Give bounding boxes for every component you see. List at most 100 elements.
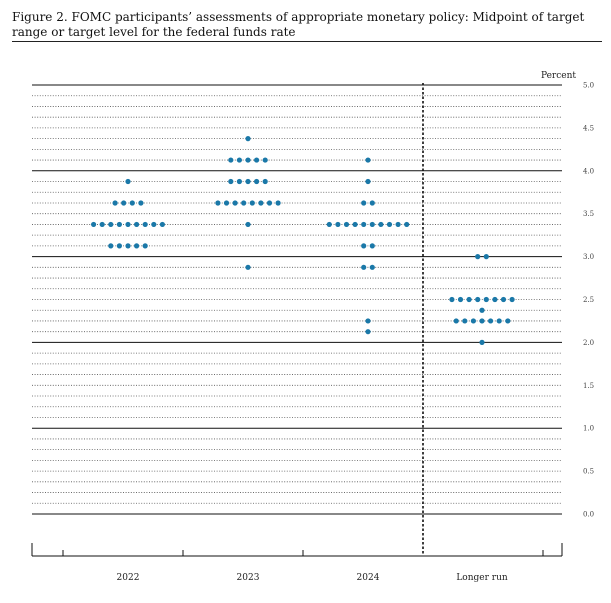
participant-dot [488, 318, 494, 324]
participant-dot [245, 157, 251, 163]
participant-dot [492, 296, 498, 303]
participant-dot [236, 157, 242, 163]
participant-dot [249, 200, 255, 206]
participant-dot [335, 221, 341, 228]
participant-dot [395, 221, 401, 228]
gridlines [32, 84, 562, 515]
participant-dot [121, 200, 127, 206]
participant-dot [232, 200, 238, 206]
participant-dot [262, 157, 268, 163]
title-rule [12, 41, 602, 42]
participant-dot [361, 243, 367, 249]
y-tick-label: 2.5 [583, 296, 594, 304]
participant-dot [369, 200, 375, 206]
y-tick-label: 2.0 [583, 339, 594, 347]
participant-dot [142, 243, 148, 249]
y-tick-label: 3.5 [583, 210, 594, 218]
participant-dot [134, 243, 140, 249]
participant-dot [361, 200, 367, 206]
participant-dot [505, 318, 511, 324]
x-category-label: 2023 [237, 573, 260, 583]
participant-dot [134, 221, 140, 228]
participant-dot [361, 264, 367, 270]
participant-dot [275, 200, 281, 206]
participant-dot [365, 157, 371, 163]
participant-dot [262, 178, 268, 185]
participant-dot [479, 307, 485, 313]
participant-dot [378, 221, 384, 228]
participant-dot [129, 200, 135, 206]
participant-dot [266, 200, 273, 206]
participant-dot [496, 318, 502, 324]
participant-dot [404, 221, 410, 228]
participant-dot [245, 178, 251, 185]
y-tick-label: 4.5 [583, 124, 594, 132]
participant-dot [369, 243, 375, 249]
participant-dot [326, 221, 332, 228]
participant-dot [365, 329, 371, 335]
participant-dot [245, 136, 251, 142]
participant-dot [365, 318, 371, 324]
participant-dot [483, 254, 489, 260]
participant-dot [462, 318, 468, 324]
participant-dot [500, 296, 507, 303]
y-tick-label: 1.5 [583, 382, 594, 390]
participant-dot [241, 200, 247, 206]
participant-dot [365, 178, 371, 185]
y-tick-label: 1.0 [583, 425, 594, 433]
y-tick-label: 5.0 [583, 82, 594, 90]
participant-dot [125, 178, 131, 185]
participant-dot [453, 318, 459, 324]
y-tick-label: 4.0 [583, 167, 594, 175]
participant-dot [236, 178, 242, 185]
participant-dot [223, 200, 230, 206]
participant-dot [108, 221, 114, 228]
participant-dot [228, 157, 234, 163]
participant-dot [475, 254, 481, 260]
participant-dot [509, 296, 515, 303]
figure-title: Figure 2. FOMC participants’ assessments… [12, 10, 585, 39]
participant-dot [457, 296, 464, 303]
participant-dot [245, 264, 251, 270]
participant-dot [159, 221, 165, 228]
participant-dot [449, 296, 455, 303]
dots [91, 136, 515, 345]
y-axis-unit-label: Percent [541, 71, 576, 81]
participant-dot [470, 318, 476, 324]
participant-dot [254, 157, 260, 163]
participant-dot [125, 221, 131, 228]
participant-dot [245, 221, 251, 228]
y-tick-label: 3.0 [583, 253, 594, 261]
participant-dot [343, 221, 350, 228]
participant-dot [99, 221, 105, 228]
x-category-label: 2024 [357, 573, 380, 583]
participant-dot [125, 243, 131, 249]
participant-dot [215, 200, 221, 206]
participant-dot [116, 221, 122, 228]
participant-dot [254, 178, 260, 185]
x-category-label: 2022 [117, 573, 140, 583]
participant-dot [352, 221, 358, 228]
participant-dot [258, 200, 264, 206]
participant-dot [138, 200, 144, 206]
participant-dot [112, 200, 118, 206]
participant-dot [151, 221, 157, 228]
participant-dot [475, 296, 481, 303]
participant-dot [466, 296, 472, 303]
y-tick-label: 0.5 [583, 468, 594, 476]
participant-dot [116, 243, 122, 249]
y-tick-label: 0.0 [583, 511, 594, 519]
participant-dot [386, 221, 393, 228]
axes [31, 83, 563, 557]
labels: Percent 0.0 0.5 1.0 1.5 2.0 2.5 3.0 3.5 4.0 4.5 5.… [117, 71, 595, 583]
participant-dot [361, 221, 367, 228]
participant-dot [91, 221, 97, 228]
participant-dot [369, 221, 375, 228]
participant-dot [142, 221, 148, 228]
x-category-label: Longer run [456, 573, 508, 583]
participant-dot [108, 243, 114, 249]
participant-dot [479, 339, 485, 345]
participant-dot [483, 296, 489, 303]
participant-dot [479, 318, 485, 324]
